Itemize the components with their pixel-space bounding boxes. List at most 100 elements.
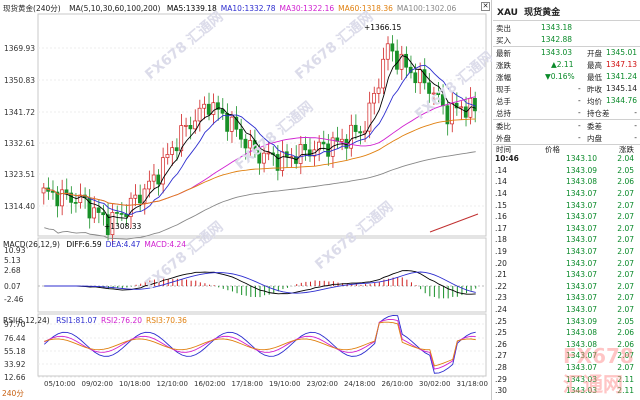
candle-body (220, 109, 225, 114)
candle-body (105, 214, 110, 236)
candle-body (473, 98, 477, 112)
candle-body (238, 128, 243, 140)
ma-label: MA(5,10,30,60,100,200) (69, 4, 161, 13)
candle-body (179, 125, 184, 152)
price-tick-label: 1314.40 (4, 202, 35, 211)
time-axis-label: 09/02:00 (82, 380, 113, 388)
price-pane (37, 13, 487, 237)
macd-diff: DIFF:6.59 (66, 240, 102, 249)
macd-dea-line (44, 271, 476, 294)
candle-body (156, 174, 161, 185)
row-weibi: 委比 - 委差 - (496, 121, 637, 131)
candle-body (78, 194, 83, 203)
close-icon[interactable]: ✕ (481, 2, 490, 11)
candle-body (92, 207, 96, 219)
candle-body (170, 147, 174, 155)
candle-body (395, 50, 399, 70)
candle-body (321, 141, 326, 145)
kline-chart-area[interactable]: 现货黄金(240分) MA(5,10,30,60,100,200) MA5:13… (0, 0, 492, 400)
macd-pane (37, 237, 487, 313)
rsi2-line (44, 319, 476, 370)
time-axis-label: 12/10:00 (157, 380, 188, 388)
chart-period: 240分 (35, 4, 58, 13)
tick-row: .21 1343.07 2.07 (495, 270, 634, 280)
candle-body (376, 87, 381, 94)
period-tab[interactable]: 240分 (2, 389, 24, 398)
candle-body (142, 188, 147, 204)
tick-row: .14 1343.07 2.07 (495, 189, 634, 199)
tick-list[interactable]: 10:46 1343.10 2.04.14 1343.09 2.05 .14 1343.08… (493, 153, 640, 396)
time-axis-label: 16/02:00 (194, 380, 225, 388)
candle-body (133, 194, 138, 199)
chart-watermark: FX678 汇通网 (292, 9, 376, 83)
row-outer: 外盘 - 内盘 - (496, 133, 637, 143)
tick-row: .26 1343.08 2.06 (495, 339, 634, 349)
candle-body (41, 187, 46, 194)
candle-body (216, 102, 220, 110)
tick-row: .27 1343.07 2.07 (495, 351, 634, 361)
row-pct: 涨幅 ▼0.16% 最低 1341.24 (496, 72, 637, 82)
rsi-tick-label: 97.70 (4, 320, 26, 329)
price-tick-label: 1350.83 (4, 76, 35, 85)
macd-macd: MACD:4.24 (144, 240, 187, 249)
rsi-header: RSI(6,12,24) RSI1:81.07 RSI2:76.20 RSI3:70… (3, 316, 187, 325)
candle-body (275, 154, 280, 171)
price-tick-label: 1323.51 (4, 170, 35, 179)
tick-row: .14 1343.08 2.06 (495, 177, 634, 187)
candle-body (413, 72, 418, 84)
candle-body (151, 174, 156, 182)
candle-body (73, 202, 78, 204)
candle-body (55, 191, 60, 207)
chart-title: 现货黄金 (3, 4, 33, 13)
rsi-rsi3: RSI3:70.36 (146, 316, 187, 325)
tick-row: .16 1343.07 2.07 (495, 212, 634, 222)
candle-body (202, 103, 207, 109)
ma60-line (44, 118, 476, 206)
ma-ma60: MA60:1318.36 (338, 4, 393, 13)
macd-tick-label: -2.46 (4, 295, 24, 304)
candle-body (326, 143, 330, 157)
tick-row: .14 1343.09 2.05 (495, 165, 634, 175)
macd-dea: DEA:4.47 (105, 240, 141, 249)
candle-body (399, 53, 404, 70)
candle-body (261, 152, 266, 164)
macd-tick-label: 10.93 (4, 246, 26, 255)
candle-body (390, 43, 395, 52)
candle-body (188, 125, 193, 130)
candle-body (229, 116, 234, 132)
row-change: 涨跌 ▲2.11 最高 1347.13 (496, 60, 637, 70)
macd-tick-label: 2.68 (4, 266, 21, 275)
candle-body (372, 93, 376, 104)
row-latest: 最新 1343.03 开盘 1345.01 (496, 48, 637, 58)
candle-body (417, 69, 422, 84)
ma100-line (44, 151, 476, 240)
price-tick-label: 1332.61 (4, 139, 35, 148)
candle-body (138, 194, 142, 204)
time-axis-label: 30/02:00 (419, 380, 450, 388)
price-tick-label: 1369.93 (4, 44, 35, 53)
quote-code: XAU (497, 8, 518, 18)
candle-body (243, 138, 248, 149)
candle-body (165, 154, 170, 159)
candle-body (64, 189, 69, 194)
candle-body (266, 152, 271, 155)
ma-ma5: MA5:1339.18 (166, 4, 217, 13)
price-tick-label: 1341.72 (4, 108, 35, 117)
candle-body (445, 105, 450, 125)
quote-header: XAU 现货黄金 (497, 5, 560, 18)
tick-row: .25 1343.08 2.06 (495, 328, 634, 338)
candle-body (339, 138, 344, 142)
macd-values: DIFF:6.59 DEA:4.47 MACD:4.24 (62, 240, 186, 249)
rsi-tick-label: 55.18 (4, 347, 26, 356)
chart-svg: 1369.93 1350.83 1341.72 1332.61 1323.51 1314.… (4, 9, 492, 388)
macd-diff-line (44, 270, 476, 295)
tick-row: .18 1343.07 2.07 (495, 235, 634, 245)
rsi-tick-label: 12.66 (4, 373, 26, 382)
row-sell: 卖出 1343.18 (496, 23, 573, 33)
candle-body (234, 116, 239, 130)
macd-label: MACD(26,12,9) (3, 240, 60, 249)
candle-body (257, 149, 262, 164)
candle-body (110, 212, 115, 236)
candle-body (197, 107, 202, 122)
rsi-tick-label: 76.44 (4, 334, 26, 343)
